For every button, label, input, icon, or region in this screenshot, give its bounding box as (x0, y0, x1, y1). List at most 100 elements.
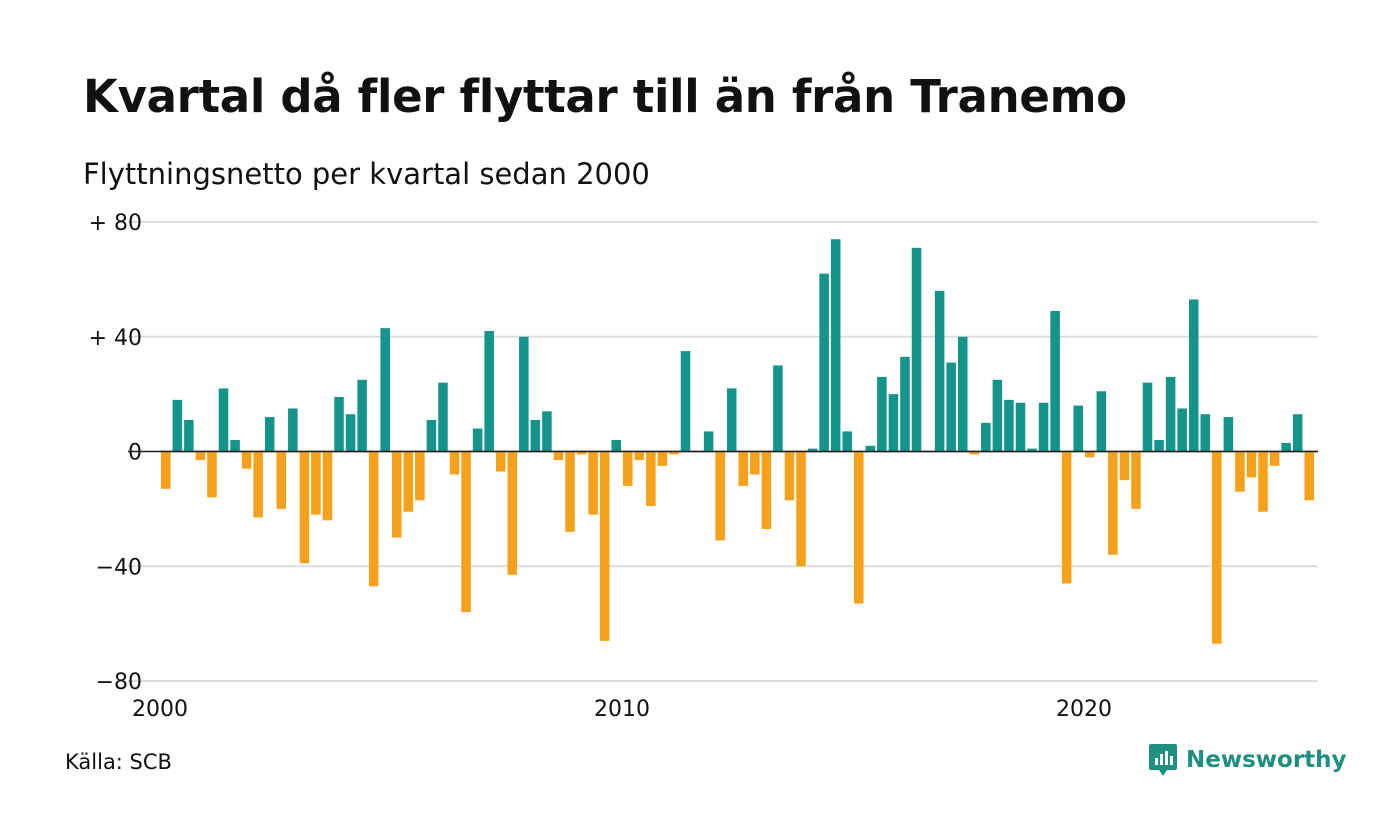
bar (715, 451, 725, 541)
bar (438, 382, 448, 452)
bar (807, 448, 818, 452)
brand-logo: Newsworthy (1148, 742, 1347, 778)
bar (542, 411, 552, 452)
bar (1085, 451, 1095, 458)
bar (288, 408, 298, 452)
bar (1223, 417, 1234, 452)
bar (1258, 451, 1268, 512)
bar (461, 451, 471, 613)
bar (865, 445, 876, 452)
bar (981, 422, 991, 452)
bar (750, 451, 760, 475)
bar (207, 451, 217, 498)
bar (703, 431, 714, 452)
bar (1177, 408, 1187, 452)
bar (957, 336, 968, 452)
bar (1246, 451, 1257, 478)
bar (230, 440, 240, 452)
newsworthy-chart-bubble-icon (1149, 744, 1177, 776)
bar (403, 451, 414, 512)
bar (830, 239, 841, 452)
bar (495, 451, 506, 472)
bar (218, 388, 229, 452)
bar (334, 396, 344, 452)
bar (380, 328, 390, 452)
chart-title: Kvartal då fler flyttar till än från Tra… (83, 70, 1127, 123)
brand-name: Newsworthy (1186, 747, 1347, 773)
bar (992, 379, 1003, 452)
bar (784, 451, 795, 501)
bar (576, 451, 587, 455)
bar (1073, 405, 1083, 452)
bar (184, 419, 194, 452)
bar (322, 451, 333, 521)
bar (484, 331, 494, 452)
bar (738, 451, 749, 486)
bar (449, 451, 460, 475)
bar (969, 451, 980, 455)
bar (253, 451, 263, 518)
bar (900, 356, 910, 452)
bar (599, 451, 610, 641)
bar (1269, 451, 1280, 466)
bar (172, 399, 183, 452)
bar (1188, 299, 1199, 452)
source-note: Källa: SCB (65, 750, 172, 774)
bar (819, 273, 829, 452)
bar (646, 451, 656, 507)
bar (911, 247, 922, 452)
y-tick-label: −80 (96, 670, 142, 695)
bar (553, 451, 564, 461)
bar (761, 451, 772, 529)
bar (1200, 414, 1211, 452)
bar (276, 451, 287, 509)
bar (426, 419, 437, 452)
bar (1050, 310, 1060, 452)
x-tick-label: 2020 (1056, 697, 1112, 722)
bar (345, 414, 356, 452)
y-tick-label: + 80 (89, 211, 142, 236)
bar (877, 376, 887, 452)
y-tick-label: −40 (96, 555, 142, 580)
bar (773, 365, 783, 452)
bar (1038, 402, 1049, 452)
bar (1212, 451, 1222, 644)
chart-subtitle: Flyttningsnetto per kvartal sedan 2000 (83, 157, 650, 191)
bar (264, 417, 275, 452)
bar (530, 419, 541, 452)
bar (472, 428, 483, 452)
y-tick-label: 0 (128, 441, 142, 466)
bar (1061, 451, 1072, 584)
bar (934, 290, 945, 452)
bar (311, 451, 321, 515)
bar (415, 451, 425, 501)
bar (357, 379, 367, 452)
bar (1108, 451, 1118, 555)
bar (519, 336, 529, 452)
bar (588, 451, 598, 515)
bar (669, 451, 679, 455)
bar (507, 451, 518, 575)
bar (241, 451, 252, 469)
bar (368, 451, 379, 587)
bar (1004, 399, 1014, 452)
bar (1131, 451, 1141, 509)
bar (842, 431, 852, 452)
x-tick-label: 2000 (132, 697, 188, 722)
bar (1304, 451, 1314, 501)
bar (565, 451, 575, 532)
bar (623, 451, 633, 486)
bar (796, 451, 806, 567)
bar (611, 440, 621, 452)
bar (1154, 440, 1164, 452)
x-tick-label: 2010 (594, 697, 650, 722)
bar (195, 451, 206, 461)
bar (888, 394, 899, 452)
bar (1119, 451, 1130, 481)
bar (1235, 451, 1245, 492)
bar (680, 351, 691, 452)
bar (854, 451, 864, 604)
bar (299, 451, 310, 564)
bar (161, 451, 171, 489)
